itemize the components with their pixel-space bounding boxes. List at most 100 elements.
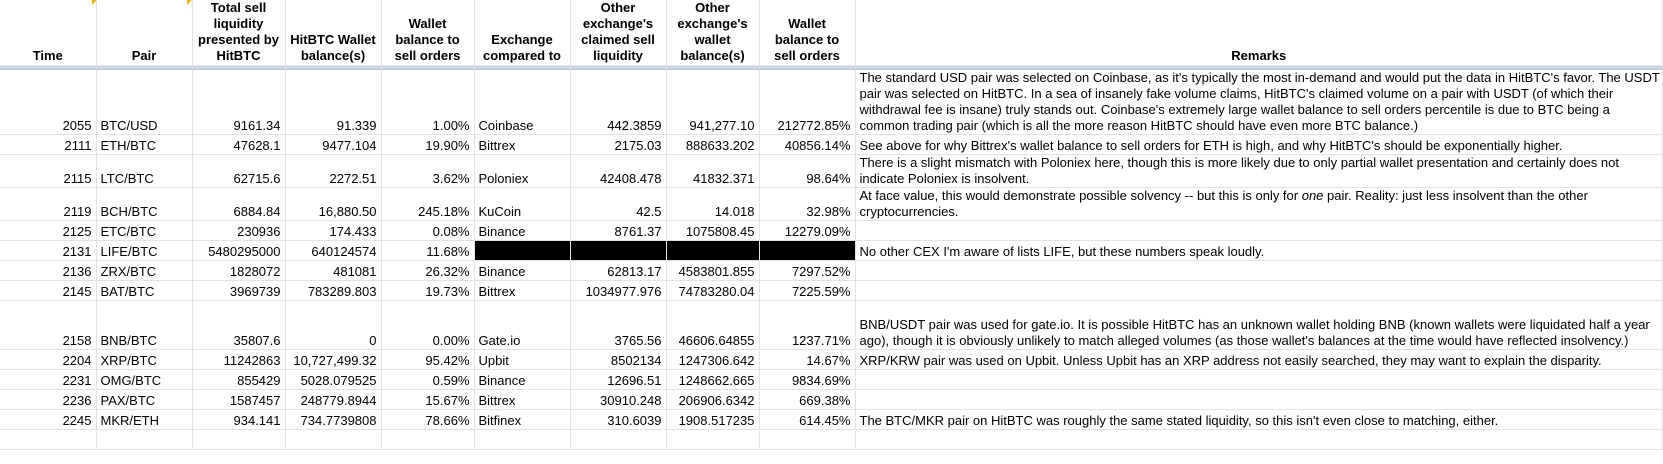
cell-hitbtc-wallet[interactable]: 5028.079525	[285, 369, 382, 390]
cell-other-wallet[interactable]: 941,277.10	[666, 69, 760, 135]
cell-ratio[interactable]: 0.00%	[381, 300, 475, 350]
cell-other-wallet[interactable]: 206906.6342	[666, 389, 760, 410]
cell-other-ratio[interactable]: 669.38%	[759, 389, 856, 410]
col-header-total-sell[interactable]: Total sell liquidity presented by HitBTC	[192, 0, 286, 66]
cell-other-ratio[interactable]: 14.67%	[759, 349, 856, 370]
cell-total-sell[interactable]: 855429	[192, 369, 286, 390]
cell-ratio[interactable]: 3.62%	[381, 154, 475, 188]
empty-cell[interactable]	[474, 429, 571, 450]
cell-time[interactable]: 2055	[0, 69, 97, 135]
cell-ratio[interactable]: 0.08%	[381, 220, 475, 241]
cell-hitbtc-wallet[interactable]: 174.433	[285, 220, 382, 241]
cell-exchange[interactable]: Bittrex	[474, 280, 571, 301]
cell-other-ratio[interactable]: 7297.52%	[759, 260, 856, 281]
cell-exchange[interactable]: Binance	[474, 260, 571, 281]
cell-total-sell[interactable]: 62715.6	[192, 154, 286, 188]
empty-cell[interactable]	[570, 429, 667, 450]
cell-exchange[interactable]: Bitfinex	[474, 409, 571, 430]
cell-exchange[interactable]: Upbit	[474, 349, 571, 370]
cell-blacked-out[interactable]	[474, 240, 571, 261]
cell-time[interactable]: 2111	[0, 134, 97, 155]
col-header-wallet-to-sell[interactable]: Wallet balance to sell orders	[381, 0, 475, 66]
cell-exchange[interactable]: Bittrex	[474, 134, 571, 155]
cell-other-liquidity[interactable]: 62813.17	[570, 260, 667, 281]
empty-cell[interactable]	[666, 429, 760, 450]
cell-ratio[interactable]: 15.67%	[381, 389, 475, 410]
cell-pair[interactable]: BTC/USD	[96, 69, 193, 135]
cell-hitbtc-wallet[interactable]: 734.7739808	[285, 409, 382, 430]
cell-hitbtc-wallet[interactable]: 2272.51	[285, 154, 382, 188]
cell-ratio[interactable]: 11.68%	[381, 240, 475, 261]
cell-exchange[interactable]: KuCoin	[474, 187, 571, 221]
cell-other-wallet[interactable]: 1908.517235	[666, 409, 760, 430]
cell-exchange[interactable]: Coinbase	[474, 69, 571, 135]
cell-pair[interactable]: BCH/BTC	[96, 187, 193, 221]
cell-time[interactable]: 2145	[0, 280, 97, 301]
cell-other-liquidity[interactable]: 2175.03	[570, 134, 667, 155]
cell-ratio[interactable]: 1.00%	[381, 69, 475, 135]
cell-total-sell[interactable]: 1587457	[192, 389, 286, 410]
cell-ratio[interactable]: 19.90%	[381, 134, 475, 155]
col-header-remarks[interactable]: Remarks	[855, 0, 1663, 66]
cell-other-liquidity[interactable]: 3765.56	[570, 300, 667, 350]
cell-other-wallet[interactable]: 1248662.665	[666, 369, 760, 390]
cell-pair[interactable]: MKR/ETH	[96, 409, 193, 430]
cell-other-wallet[interactable]: 46606.64855	[666, 300, 760, 350]
cell-other-ratio[interactable]: 98.64%	[759, 154, 856, 188]
comment-indicator[interactable]	[187, 0, 192, 5]
cell-remark[interactable]: At face value, this would demonstrate po…	[855, 187, 1663, 221]
cell-hitbtc-wallet[interactable]: 783289.803	[285, 280, 382, 301]
cell-total-sell[interactable]: 35807.6	[192, 300, 286, 350]
cell-pair[interactable]: ZRX/BTC	[96, 260, 193, 281]
cell-remark[interactable]	[855, 369, 1663, 390]
col-header-other-wallet-to-sell[interactable]: Wallet balance to sell orders	[759, 0, 856, 66]
cell-hitbtc-wallet[interactable]: 16,880.50	[285, 187, 382, 221]
cell-ratio[interactable]: 0.59%	[381, 369, 475, 390]
empty-cell[interactable]	[0, 429, 97, 450]
cell-time[interactable]: 2119	[0, 187, 97, 221]
cell-other-liquidity[interactable]: 442.3859	[570, 69, 667, 135]
cell-total-sell[interactable]: 1828072	[192, 260, 286, 281]
cell-other-ratio[interactable]: 9834.69%	[759, 369, 856, 390]
cell-remark[interactable]	[855, 280, 1663, 301]
cell-ratio[interactable]: 19.73%	[381, 280, 475, 301]
cell-time[interactable]: 2136	[0, 260, 97, 281]
cell-other-wallet[interactable]: 1247306.642	[666, 349, 760, 370]
cell-time[interactable]: 2236	[0, 389, 97, 410]
cell-other-ratio[interactable]: 7225.59%	[759, 280, 856, 301]
cell-remark[interactable]: The BTC/MKR pair on HitBTC was roughly t…	[855, 409, 1663, 430]
cell-time[interactable]: 2231	[0, 369, 97, 390]
cell-total-sell[interactable]: 230936	[192, 220, 286, 241]
cell-other-wallet[interactable]: 4583801.855	[666, 260, 760, 281]
cell-remark[interactable]	[855, 220, 1663, 241]
cell-other-wallet[interactable]: 888633.202	[666, 134, 760, 155]
cell-other-liquidity[interactable]: 30910.248	[570, 389, 667, 410]
cell-total-sell[interactable]: 11242863	[192, 349, 286, 370]
cell-pair[interactable]: PAX/BTC	[96, 389, 193, 410]
cell-pair[interactable]: BAT/BTC	[96, 280, 193, 301]
empty-cell[interactable]	[381, 429, 475, 450]
cell-other-liquidity[interactable]: 42408.478	[570, 154, 667, 188]
cell-pair[interactable]: OMG/BTC	[96, 369, 193, 390]
cell-other-wallet[interactable]: 41832.371	[666, 154, 760, 188]
cell-ratio[interactable]: 26.32%	[381, 260, 475, 281]
cell-other-liquidity[interactable]: 12696.51	[570, 369, 667, 390]
empty-cell[interactable]	[192, 429, 286, 450]
cell-time[interactable]: 2131	[0, 240, 97, 261]
cell-other-liquidity[interactable]: 42.5	[570, 187, 667, 221]
cell-total-sell[interactable]: 9161.34	[192, 69, 286, 135]
cell-other-ratio[interactable]: 212772.85%	[759, 69, 856, 135]
cell-other-ratio[interactable]: 614.45%	[759, 409, 856, 430]
cell-other-ratio[interactable]: 12279.09%	[759, 220, 856, 241]
cell-remark[interactable]: There is a slight mismatch with Poloniex…	[855, 154, 1663, 188]
cell-hitbtc-wallet[interactable]: 0	[285, 300, 382, 350]
cell-hitbtc-wallet[interactable]: 640124574	[285, 240, 382, 261]
cell-total-sell[interactable]: 5480295000	[192, 240, 286, 261]
cell-pair[interactable]: ETH/BTC	[96, 134, 193, 155]
cell-hitbtc-wallet[interactable]: 10,727,499.32	[285, 349, 382, 370]
empty-cell[interactable]	[285, 429, 382, 450]
empty-cell[interactable]	[855, 429, 1663, 450]
cell-other-ratio[interactable]: 40856.14%	[759, 134, 856, 155]
col-header-hitbtc-wallet[interactable]: HitBTC Wallet balance(s)	[285, 0, 382, 66]
cell-pair[interactable]: LIFE/BTC	[96, 240, 193, 261]
